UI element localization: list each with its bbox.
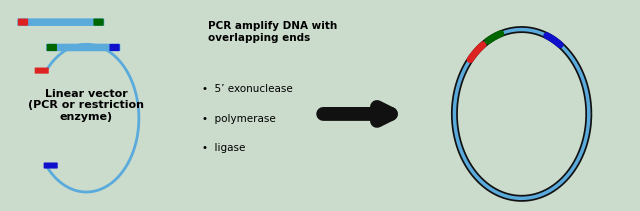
FancyBboxPatch shape [47,44,57,51]
FancyBboxPatch shape [17,18,104,26]
FancyBboxPatch shape [44,162,58,169]
FancyBboxPatch shape [109,44,120,51]
Text: •  polymerase: • polymerase [202,114,275,124]
FancyBboxPatch shape [18,19,28,26]
FancyBboxPatch shape [93,19,104,26]
Text: •  ligase: • ligase [202,143,245,153]
Text: Linear vector
(PCR or restriction
enzyme): Linear vector (PCR or restriction enzyme… [28,89,145,122]
FancyBboxPatch shape [46,44,120,51]
FancyBboxPatch shape [35,68,49,74]
Text: PCR amplify DNA with
overlapping ends: PCR amplify DNA with overlapping ends [208,21,337,43]
Text: •  5’ exonuclease: • 5’ exonuclease [202,84,292,94]
